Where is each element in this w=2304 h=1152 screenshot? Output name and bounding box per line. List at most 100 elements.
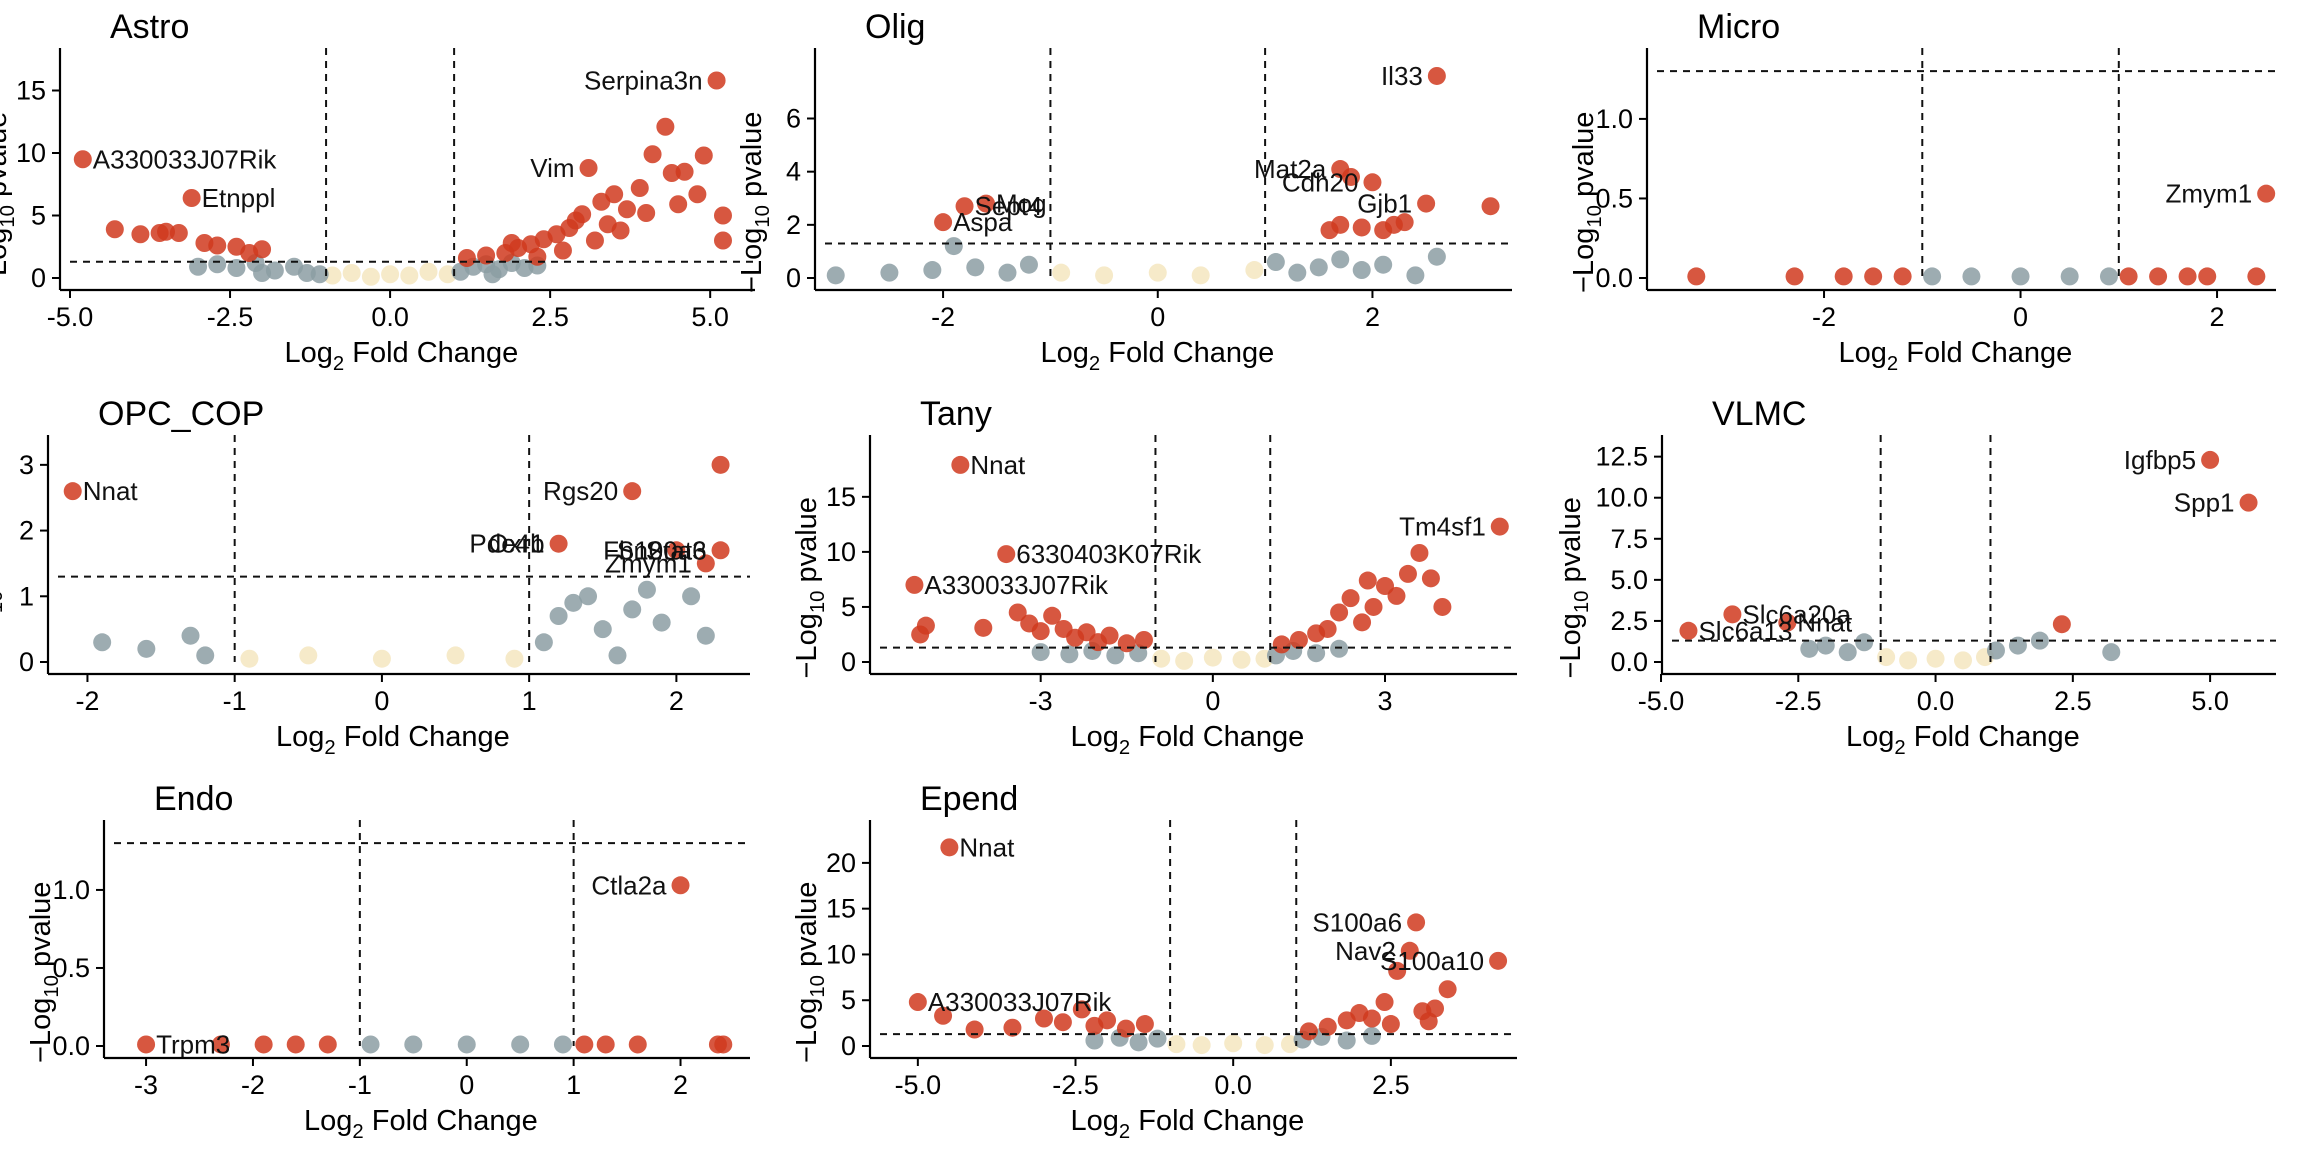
significant-point: [1407, 913, 1426, 932]
nonsignificant-point: [696, 626, 715, 645]
significant-point: [997, 545, 1016, 564]
significant-point: [1135, 1015, 1154, 1034]
significant-point: [1400, 941, 1419, 960]
y-tick-label: 5: [841, 985, 856, 1015]
gene-label: Pde4b: [469, 529, 544, 559]
x-tick-label: 0.0: [1917, 686, 1955, 716]
x-tick-label: -5.0: [895, 1070, 942, 1100]
significant-point: [549, 534, 568, 553]
gene-label: Igfbp5: [2124, 445, 2196, 475]
x-tick-label: 1: [522, 686, 537, 716]
x-axis-label: Log2 Fold Change: [276, 721, 510, 759]
gene-label: Nav2: [1335, 936, 1396, 966]
significant-point: [286, 1035, 305, 1054]
gene-label: A330033J07Rik: [928, 987, 1113, 1017]
y-tick-label: 4: [786, 157, 801, 187]
nonsignificant-point: [93, 633, 112, 652]
significant-point: [667, 541, 686, 560]
significant-point: [477, 246, 496, 265]
y-tick-label: 15: [826, 894, 856, 924]
nonsignificant-point: [227, 259, 246, 277]
x-tick-label: 5.0: [2191, 686, 2229, 716]
x-tick-label: -2.5: [1775, 686, 1822, 716]
significant-point: [611, 221, 630, 240]
significant-point: [671, 876, 690, 895]
significant-point: [63, 482, 82, 501]
y-tick-label: 0.5: [52, 953, 90, 983]
nonsignificant-point: [1106, 646, 1125, 665]
significant-point: [1679, 621, 1698, 640]
significant-point: [457, 249, 476, 267]
significant-point: [934, 213, 953, 232]
nonsignificant-point: [998, 263, 1017, 282]
y-tick-label: 10: [16, 138, 46, 168]
significant-point: [1299, 1022, 1318, 1041]
y-tick-label: 1.0: [52, 875, 90, 905]
y-tick-label: 2: [786, 210, 801, 240]
x-tick-label: 2: [1365, 302, 1380, 332]
panel-astro: Astro A330033J07Rik Etnppl Serpina3n Vim -5.0…: [0, 8, 755, 375]
nonsignificant-point: [623, 600, 642, 619]
nonsignificant-point: [1309, 258, 1328, 277]
x-tick-label: -2: [241, 1070, 265, 1100]
small-effect-point: [1148, 263, 1167, 282]
significant-point: [934, 1006, 953, 1025]
x-tick-label: 0.0: [371, 302, 409, 332]
x-tick-label: -2: [931, 302, 955, 332]
panel-micro: Micro Zmym1 -2 0 2 0.0 0.5 1.0 Log2 Fold Change −…: [1568, 8, 2276, 375]
significant-point: [623, 482, 642, 501]
nonsignificant-point: [1923, 267, 1942, 286]
y-axis-label: −Log10 pvalue: [25, 882, 63, 1063]
significant-point: [1438, 980, 1457, 999]
y-tick-label: 15: [826, 482, 856, 512]
gene-label: Rgs20: [543, 476, 618, 506]
significant-point: [1034, 1009, 1053, 1028]
significant-point: [688, 185, 707, 204]
nonsignificant-point: [1129, 1033, 1148, 1052]
significant-point: [573, 205, 592, 224]
nonsignificant-point: [189, 257, 208, 276]
gene-label: Ctla2a: [591, 870, 667, 900]
significant-point: [1421, 569, 1440, 588]
significant-point: [1398, 564, 1417, 583]
small-effect-point: [505, 649, 524, 668]
gene-label: S100a6: [617, 535, 707, 565]
significant-point: [169, 224, 188, 242]
nonsignificant-point: [208, 255, 227, 274]
nonsignificant-point: [181, 626, 200, 645]
nonsignificant-point: [593, 620, 612, 639]
y-tick-label: 0.0: [1610, 647, 1648, 677]
gene-label: Slc6a13: [1698, 616, 1792, 646]
y-axis-label: −Log10 pvalue: [736, 112, 774, 293]
significant-point: [1100, 626, 1119, 645]
significant-point: [73, 150, 92, 169]
nonsignificant-point: [1266, 253, 1285, 272]
significant-point: [318, 1035, 337, 1054]
x-tick-label: 2: [2210, 302, 2225, 332]
y-axis-label: −Log10 pvalue: [1568, 112, 1606, 293]
nonsignificant-point: [511, 1035, 530, 1054]
significant-point: [1375, 993, 1394, 1012]
significant-point: [2119, 267, 2138, 286]
panel-title: VLMC: [1712, 395, 1806, 433]
significant-point: [1031, 622, 1050, 641]
significant-point: [965, 1020, 984, 1039]
significant-point: [1003, 1018, 1022, 1037]
gene-label: Oxr1: [488, 529, 544, 559]
gene-label: A330033J07Rik: [93, 144, 278, 174]
y-axis-label: −Log10 pvalue: [1555, 497, 1593, 678]
significant-point: [1364, 597, 1383, 616]
significant-point: [2257, 184, 2276, 203]
significant-point: [1489, 951, 1508, 970]
significant-point: [1387, 586, 1406, 605]
significant-point: [908, 993, 927, 1012]
x-tick-label: -1: [223, 686, 247, 716]
y-tick-label: 6: [786, 104, 801, 134]
nonsignificant-point: [1800, 639, 1819, 658]
nonsignificant-point: [2008, 636, 2027, 655]
significant-point: [714, 1035, 733, 1054]
significant-point: [211, 1035, 230, 1054]
significant-point: [502, 234, 521, 252]
significant-point: [1098, 1011, 1117, 1030]
nonsignificant-point: [1838, 643, 1857, 662]
